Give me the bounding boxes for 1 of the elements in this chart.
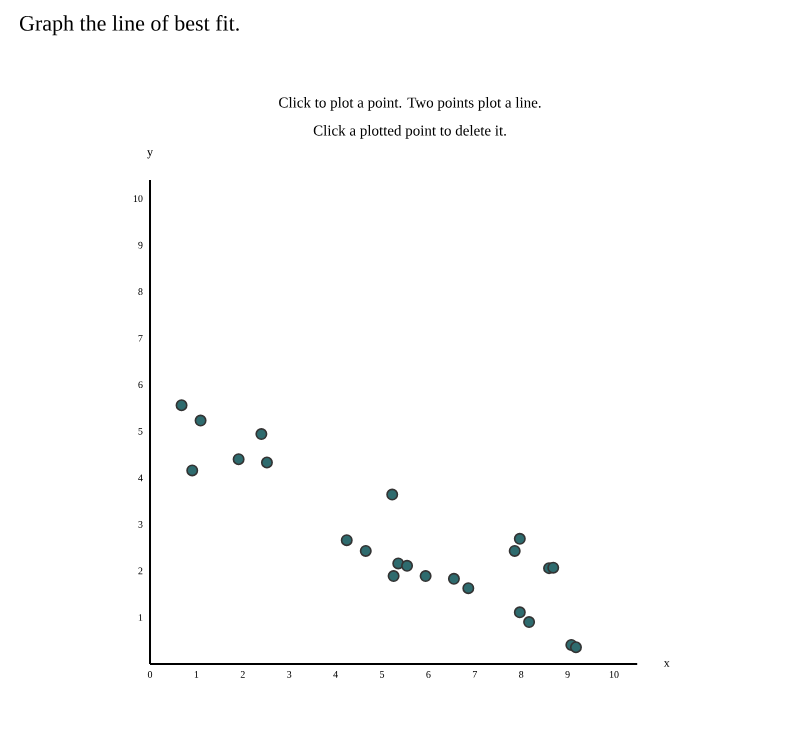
chart-title: Graph the line of best fit. [19, 15, 239, 36]
